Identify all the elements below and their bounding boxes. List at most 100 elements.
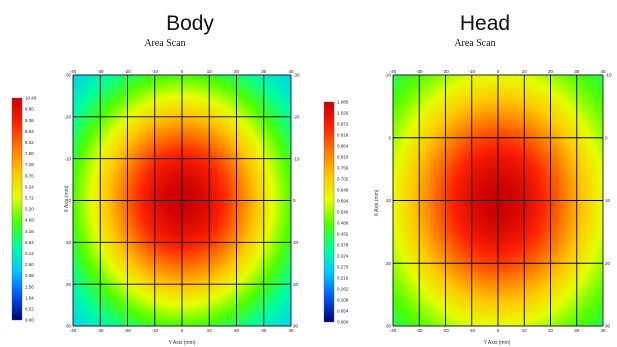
- head-subtitle: Area Scan: [454, 38, 495, 49]
- head-y-tick-left: 30: [386, 324, 392, 329]
- head-colorbar-tick: 0.756: [337, 166, 349, 171]
- body-x-tick-top: -20: [124, 69, 131, 74]
- head-colorbar-tick: 0.648: [337, 188, 349, 193]
- body-colorbar-tick: 1.56: [25, 284, 34, 289]
- head-colorbar-tick: 0.324: [337, 254, 349, 259]
- body-colorbar-tick: 0.52: [25, 307, 34, 312]
- body-x-tick-top: 10: [207, 69, 213, 74]
- body-y-tick-left: -30: [64, 73, 71, 78]
- body-x-tick-top: -10: [151, 69, 158, 74]
- head-colorbar-tick: 0.972: [337, 122, 349, 127]
- body-y-tick-right: 10: [293, 240, 299, 245]
- body-colorbar-tick: 1.04: [25, 295, 34, 300]
- body-colorbar-tick: 5.72: [25, 196, 34, 201]
- head-heatmap: -40-40-30-30-20-20-10-100010102020303040…: [384, 69, 612, 333]
- body-y-tick-right: -20: [293, 114, 300, 119]
- body-x-tick-bottom: 0: [181, 328, 184, 333]
- body-x-tick-top: 40: [288, 69, 294, 74]
- body-x-tick-bottom: -30: [97, 328, 104, 333]
- head-x-axis-label: Y Axis (mm): [484, 340, 511, 346]
- head-x-tick-bottom: 30: [574, 328, 580, 333]
- body-x-tick-top: 20: [234, 69, 240, 74]
- body-colorbar-tick: 2.60: [25, 262, 34, 267]
- head-colorbar-tick: 0.000: [337, 320, 349, 325]
- head-y-tick-right: 20: [605, 261, 611, 266]
- head-x-tick-top: -10: [468, 69, 475, 74]
- body-colorbar-tick: 5.20: [25, 207, 34, 212]
- head-y-tick-left: -10: [384, 73, 391, 78]
- head-colorbar-tick: 1.026: [337, 111, 349, 116]
- head-colorbar-tick: 0.918: [337, 133, 349, 138]
- body-y-tick-left: 30: [66, 324, 72, 329]
- head-x-tick-bottom: 20: [548, 328, 554, 333]
- head-colorbar-tick: 0.540: [337, 210, 349, 215]
- head-x-tick-bottom: -40: [390, 328, 397, 333]
- body-colorbar-tick: 7.28: [25, 162, 34, 167]
- body-colorbar-tick: 3.64: [25, 240, 34, 245]
- body-x-tick-bottom: 30: [261, 328, 267, 333]
- body-x-tick-bottom: 20: [234, 328, 240, 333]
- head-x-tick-bottom: -20: [442, 328, 449, 333]
- head-colorbar-tick: 0.378: [337, 243, 349, 248]
- body-x-tick-bottom: 40: [288, 328, 294, 333]
- body-y-tick-left: 20: [66, 282, 72, 287]
- body-y-axis-label: X Axis (mm): [64, 185, 70, 212]
- head-colorbar-tick: 0.054: [337, 309, 349, 314]
- body-y-tick-left: -20: [64, 114, 71, 119]
- head-x-tick-top: -40: [390, 69, 397, 74]
- body-colorbar-tick: 0.00: [25, 318, 34, 323]
- head-colorbar-gradient: [323, 101, 335, 323]
- head-colorbar-tick: 0.270: [337, 265, 349, 270]
- body-colorbar: 10.40 9.80 9.36 8.84 8.32 7.80 7.28 6.76 6.24 5.7…: [11, 96, 37, 323]
- head-colorbar-tick: 0.432: [337, 232, 349, 237]
- body-x-tick-top: 30: [261, 69, 267, 74]
- body-y-tick-left: 0: [68, 198, 71, 203]
- head-x-tick-bottom: 10: [522, 328, 528, 333]
- head-x-tick-top: 30: [574, 69, 580, 74]
- body-colorbar-tick: 9.36: [25, 118, 34, 123]
- head-x-tick-top: 40: [600, 69, 606, 74]
- head-y-axis-label: X Axis (mm): [374, 189, 380, 216]
- head-y-tick-left: 10: [386, 198, 392, 203]
- head-plot-frame: [392, 74, 604, 327]
- body-x-tick-bottom: -40: [70, 328, 77, 333]
- head-y-tick-left: 20: [386, 261, 392, 266]
- head-x-tick-top: 10: [522, 69, 528, 74]
- head-colorbar-tick: 0.810: [337, 155, 349, 160]
- body-x-tick-bottom: -10: [151, 328, 158, 333]
- head-x-tick-bottom: -10: [468, 328, 475, 333]
- body-subtitle: Area Scan: [144, 38, 185, 49]
- head-y-tick-right: 30: [605, 324, 611, 329]
- head-colorbar: 1.080 1.026 0.972 0.918 0.864 0.810 0.756 0.702…: [323, 100, 349, 325]
- body-colorbar-gradient: [11, 97, 23, 321]
- body-colorbar-tick: 2.08: [25, 273, 34, 278]
- head-colorbar-tick: 0.864: [337, 144, 349, 149]
- body-y-tick-left: 10: [66, 240, 72, 245]
- head-title: Head: [460, 12, 510, 35]
- body-y-tick-right: 0: [293, 198, 296, 203]
- body-panel: Body Area Scan 10.40 9.80 9.36 8.84 8.32 7.80…: [11, 12, 300, 346]
- body-y-tick-right: 30: [293, 324, 299, 329]
- head-x-tick-bottom: 40: [600, 328, 606, 333]
- head-colorbar-tick: 0.108: [337, 298, 349, 303]
- head-y-tick-left: 0: [388, 135, 391, 140]
- body-colorbar-tick: 6.24: [25, 184, 34, 189]
- body-x-tick-bottom: 10: [207, 328, 213, 333]
- head-y-tick-right: -10: [605, 73, 612, 78]
- head-colorbar-tick: 0.702: [337, 177, 349, 182]
- body-x-axis-label: Y Axis (mm): [169, 340, 196, 346]
- body-x-tick-top: 0: [181, 69, 184, 74]
- body-y-tick-right: -30: [293, 73, 300, 78]
- body-colorbar-tick: 4.16: [25, 229, 34, 234]
- body-colorbar-tick: 10.40: [25, 96, 37, 101]
- body-x-tick-bottom: -20: [124, 328, 131, 333]
- body-title: Body: [166, 12, 214, 35]
- body-plot-frame: [72, 74, 292, 327]
- head-colorbar-tick: 0.486: [337, 221, 349, 226]
- body-colorbar-tick: 8.32: [25, 140, 34, 145]
- body-y-tick-right: 20: [293, 282, 299, 287]
- head-x-tick-top: 20: [548, 69, 554, 74]
- head-colorbar-tick: 0.216: [337, 276, 349, 281]
- body-colorbar-tick: 8.84: [25, 129, 34, 134]
